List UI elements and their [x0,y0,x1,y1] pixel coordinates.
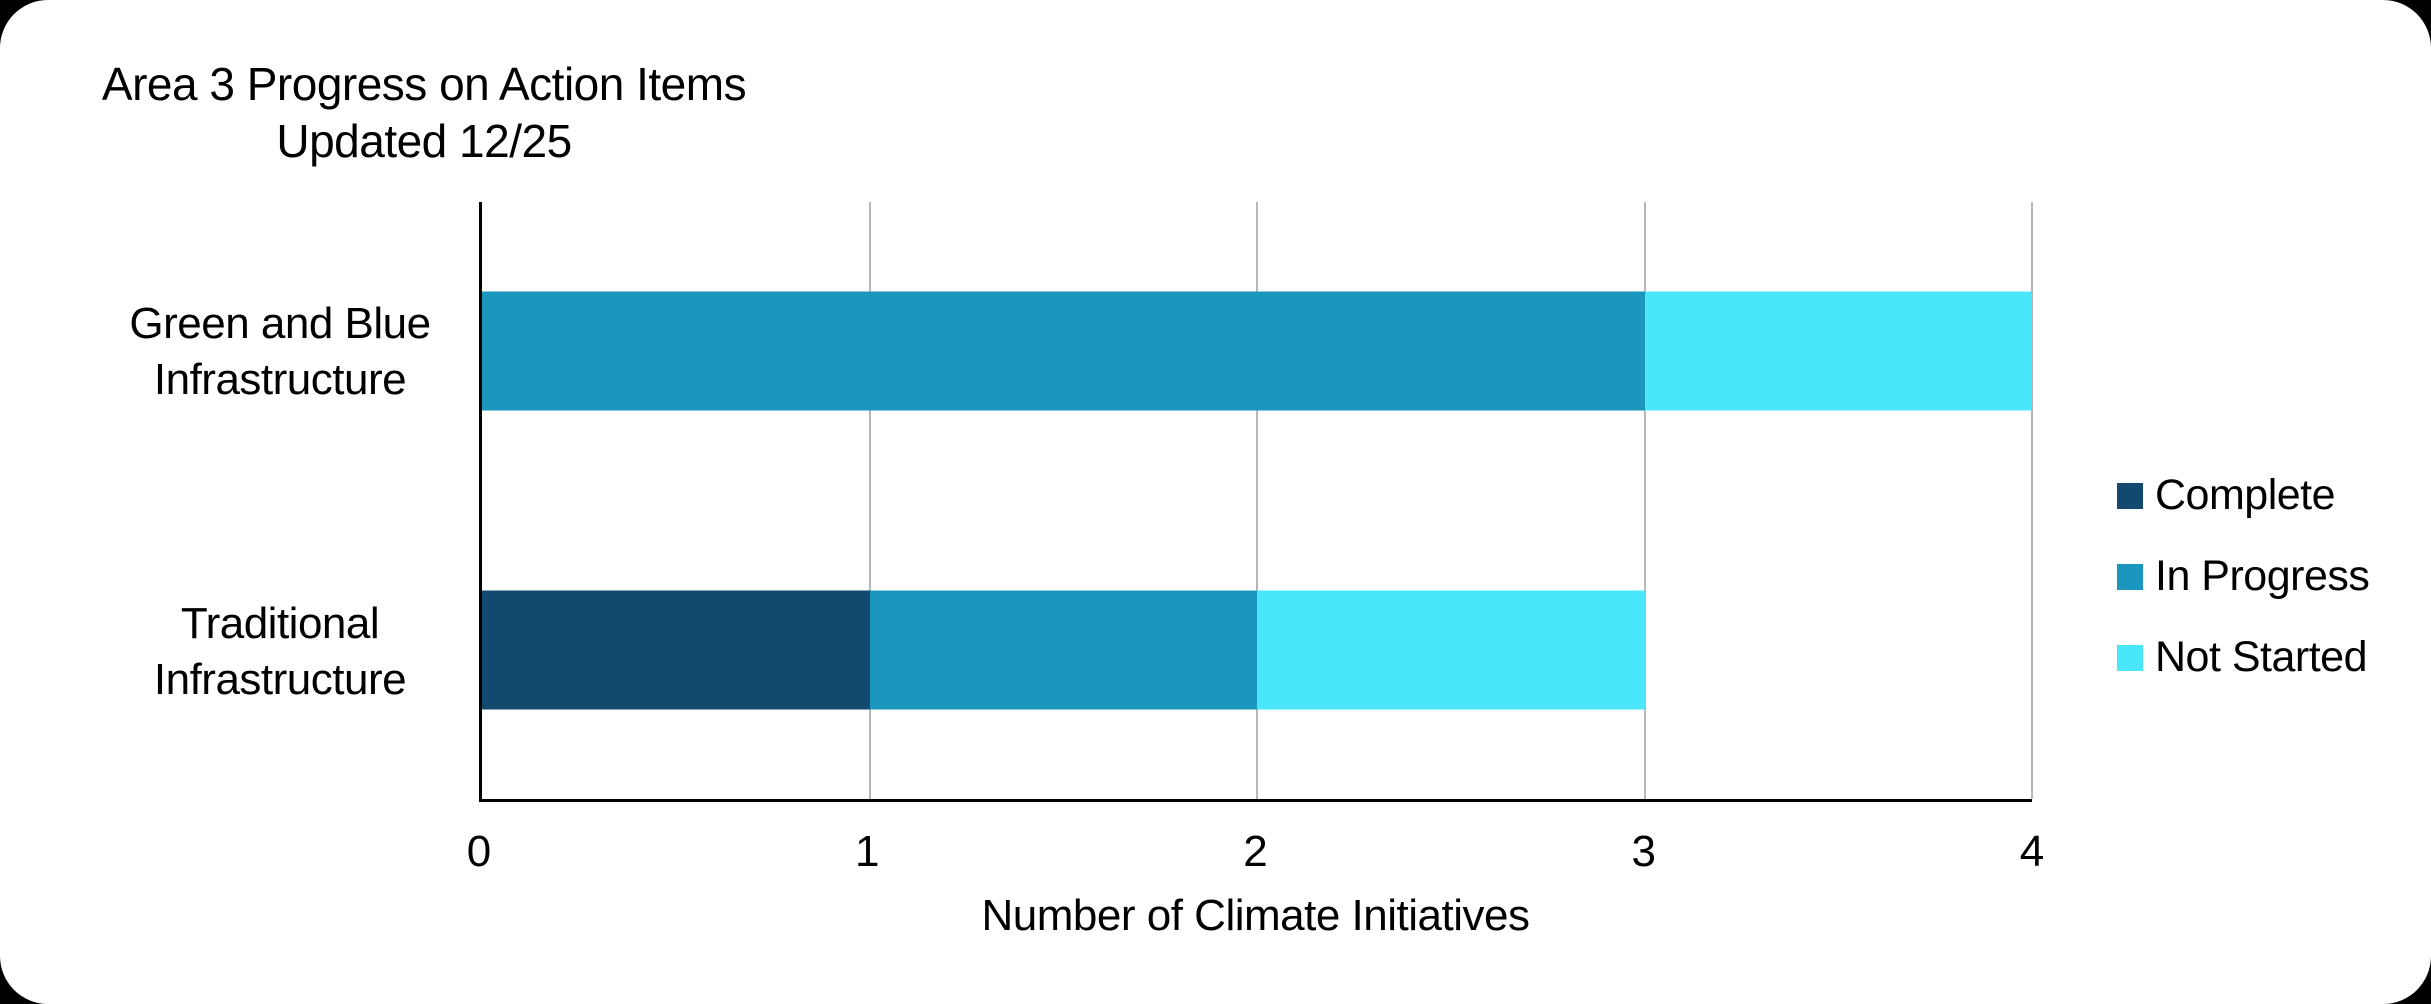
legend-swatch-complete [2117,482,2143,509]
x-tick-label-1: 1 [855,827,880,876]
bar-segment-not-started [1644,291,2032,411]
legend-item-not-started: Not Started [2117,632,2369,683]
bar-segment-complete [482,590,870,710]
category-axis: Green and Blue Infrastructure Traditional I… [85,202,475,802]
gridline-x-3 [1643,202,1646,799]
bar-segment-not-started [1257,590,1645,710]
gridline-x-4 [2031,202,2033,799]
legend-label-complete: Complete [2155,471,2336,519]
bar-row-green-and-blue [482,202,2032,501]
x-tick-label-2: 2 [1243,827,1268,876]
category-label-line: Infrastructure [153,355,407,404]
legend-swatch-in-progress [2117,563,2143,590]
legend-item-complete: Complete [2117,470,2369,521]
bar-segment-in-progress [869,590,1257,710]
x-tick-label-4: 4 [2019,827,2045,876]
category-label-line: Green and Blue [129,299,431,348]
x-tick-label-3: 3 [1631,827,1656,876]
legend-swatch-not-started [2117,644,2143,671]
bar-row-traditional [482,501,2032,800]
chart-title: Area 3 Progress on Action Items Updated … [90,56,758,170]
x-tick-row: 0 1 2 3 4 [467,824,2044,880]
gridline-x-1 [868,202,871,799]
chart-title-line-1: Area 3 Progress on Action Items [101,58,747,110]
category-label-green-and-blue: Green and Blue Infrastructure [85,202,475,502]
category-label-line: Traditional [180,599,380,648]
plot-area [479,202,2033,802]
stacked-bar [482,590,2032,710]
x-tick-label-0: 0 [466,827,492,876]
category-label-line: Infrastructure [153,655,407,704]
stacked-bar [482,291,2032,411]
category-label-traditional: Traditional Infrastructure [85,502,475,802]
legend-label-not-started: Not Started [2155,633,2368,681]
gridline-x-2 [1256,202,1258,799]
bar-segment-in-progress [482,291,1645,411]
chart-title-line-2: Updated 12/25 [276,115,572,167]
x-axis-title: Number of Climate Initiatives [981,891,1530,940]
legend: Complete In Progress Not Started [2117,470,2370,713]
legend-item-in-progress: In Progress [2117,551,2370,602]
legend-label-in-progress: In Progress [2155,552,2370,600]
